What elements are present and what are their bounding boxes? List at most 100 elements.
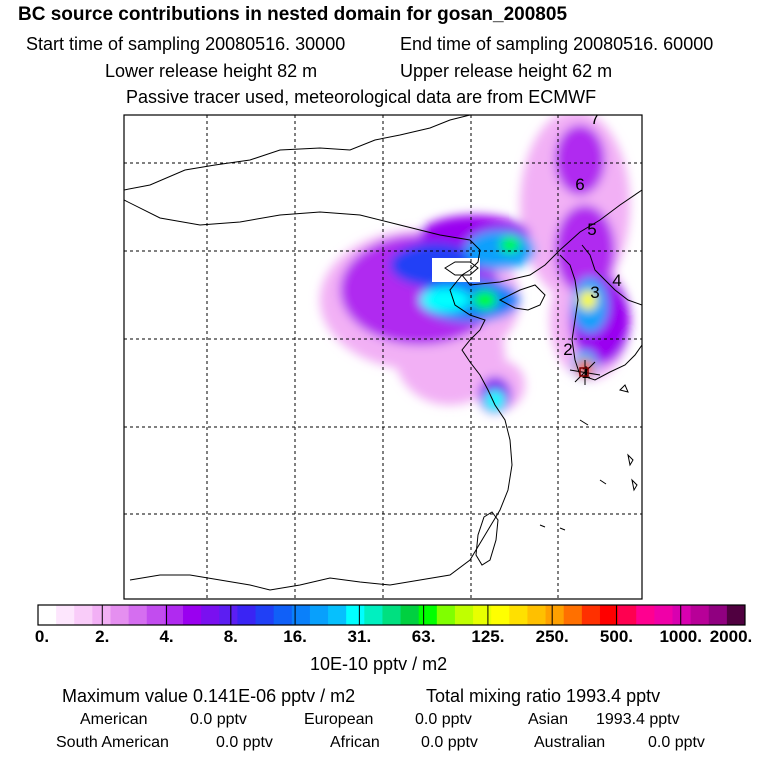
trajectory-label: 6 (575, 175, 584, 194)
end-time-label: End time of sampling 20080516. 60000 (400, 34, 714, 54)
trajectory-label: 7 (590, 109, 599, 128)
colorbar-tick-label: 8. (223, 627, 238, 646)
coastline (539, 524, 546, 528)
coastline (581, 244, 642, 306)
maximum-value-label: Maximum value 0.141E-06 pptv / m2 (62, 686, 356, 706)
coastline (619, 384, 629, 393)
colorbar-swatch (418, 605, 438, 625)
map-frame (123, 114, 643, 600)
plume-cell (500, 237, 520, 253)
coastline (124, 199, 471, 241)
colorbar-swatch (201, 605, 220, 625)
coastline (579, 419, 589, 426)
colorbar-swatch (436, 605, 456, 625)
coastline (475, 511, 499, 566)
colorbar-swatch (708, 605, 728, 625)
colorbar-swatch (491, 605, 510, 625)
colorbar-swatch (545, 605, 565, 625)
colorbar-tick-label: 2000. (709, 627, 753, 646)
south-american-value: 0.0 pptv (216, 734, 273, 751)
plume (320, 115, 630, 413)
colorbar-swatch (382, 605, 402, 625)
colorbar-tick-label: 250. (535, 627, 569, 646)
chart-title: BC source contributions in nested domain… (18, 4, 568, 25)
coastline (124, 115, 471, 191)
colorbar-swatch (237, 605, 257, 625)
african-label: African (330, 734, 380, 751)
trajectory-label: 2 (563, 340, 572, 359)
concentration-field (320, 115, 630, 413)
plume-cell (579, 290, 597, 310)
colorbar-frame (37, 604, 746, 626)
european-label: European (304, 711, 374, 728)
colorbar-swatch (654, 605, 673, 625)
colorbar-units: 10E-10 pptv / m2 (310, 654, 448, 674)
plume-cell (555, 125, 605, 195)
colorbar-swatch (581, 605, 601, 625)
colorbar-tick-label: 1000. (659, 627, 702, 646)
coastline (599, 479, 607, 485)
colorbar-swatch (563, 605, 583, 625)
lower-release-label: Lower release height 82 m (105, 61, 318, 81)
trajectory-label: 5 (587, 220, 596, 239)
australian-label: Australian (534, 734, 606, 751)
colorbar-swatch (618, 605, 637, 625)
colorbar-swatch (364, 605, 383, 625)
trajectory-label: 4 (612, 271, 621, 290)
colorbar-swatch (273, 605, 293, 625)
map-gridlines (124, 115, 642, 599)
colorbar-swatch (92, 605, 112, 625)
tracer-info-label: Passive tracer used, meteorological data… (126, 87, 597, 107)
australian-value: 0.0 pptv (648, 734, 705, 751)
coastline (627, 453, 634, 467)
coastline (559, 527, 566, 531)
colorbar-tick-label: 16. (283, 627, 307, 646)
colorbar-swatch (164, 605, 184, 625)
african-value: 0.0 pptv (421, 734, 478, 751)
upper-release-label: Upper release height 62 m (400, 61, 613, 81)
colorbar-tick-label: 63. (411, 627, 436, 646)
asian-label: Asian (528, 711, 569, 728)
colorbar-swatch (183, 605, 202, 625)
american-value: 0.0 pptv (190, 711, 247, 728)
colorbar-tick-label: 4. (159, 627, 174, 646)
colorbar-tick-label: 0. (34, 627, 50, 646)
colorbar-tick-label: 500. (599, 627, 633, 646)
release-site-marker (569, 360, 601, 385)
colorbar-swatch (346, 605, 365, 625)
release-site-box (579, 367, 589, 377)
colorbar-swatch (128, 605, 148, 625)
coastline (444, 261, 479, 276)
colorbar-tick-label: 31. (347, 627, 372, 646)
colorbar-swatch (146, 605, 166, 625)
colorbar-swatch (454, 605, 474, 625)
colorbar-swatch (672, 605, 692, 625)
colorbar-swatch (690, 605, 710, 625)
colorbar-swatch (255, 605, 275, 625)
trajectory-label: 3 (590, 283, 599, 302)
colorbar-swatch (38, 605, 57, 625)
european-value: 0.0 pptv (415, 711, 472, 728)
start-time-label: Start time of sampling 20080516. 30000 (26, 34, 346, 54)
colorbar-swatch (636, 605, 655, 625)
colorbar-swatch (509, 605, 528, 625)
colorbar-tick-label: 125. (471, 627, 505, 646)
south-american-label: South American (56, 734, 169, 751)
coastline (461, 189, 642, 286)
coastline (498, 284, 546, 311)
colorbar-swatch (291, 605, 311, 625)
colorbar-swatch (473, 605, 492, 625)
coastline (129, 274, 513, 591)
colorbar-swatch (328, 605, 347, 625)
plume-cell (473, 291, 497, 309)
colorbar-swatch (527, 605, 547, 625)
colorbar-swatch (110, 605, 130, 625)
american-label: American (80, 711, 148, 728)
asian-value: 1993.4 pptv (596, 711, 680, 728)
coastline (559, 254, 642, 381)
plume-cell (555, 205, 615, 295)
colorbar-swatch (219, 605, 238, 625)
